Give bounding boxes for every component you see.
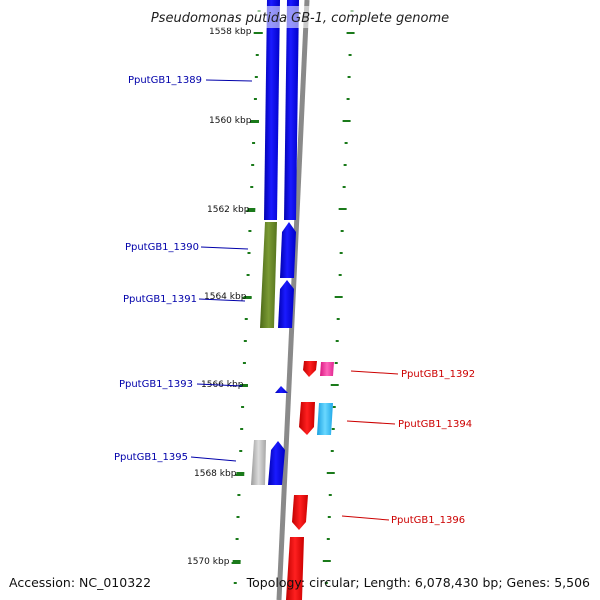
scale-tick-mark [241,406,245,408]
scale-major-tick [246,210,256,212]
scale-tick-mark [247,252,251,254]
gene-feature-1390-inner[interactable] [280,222,296,278]
outer-tick-mark [328,494,332,496]
outer-tick-mark [332,406,336,408]
gene-feature-1394-cyan[interactable] [317,403,333,435]
outer-tick-mark [330,384,339,386]
gene-feature-1396[interactable] [292,495,308,530]
scale-major-tick [235,474,245,476]
gene-label-1389[interactable]: PputGB1_1389 [128,75,202,86]
gene-feature-1395-gray[interactable] [251,440,266,485]
outer-tick-mark [336,318,340,320]
scale-tick-mark [251,164,255,166]
gene-label-1392[interactable]: PputGB1_1392 [401,369,475,380]
scale-major-tick [253,32,263,34]
genome-summary-text: Topology: circular; Length: 6,078,430 bp… [246,575,590,590]
scale-tick-label: 1560 kbp [209,116,252,126]
gene-feature-1392[interactable] [303,361,317,377]
gene-label-1394[interactable]: PputGB1_1394 [398,419,472,430]
gene-feature-1392-pink[interactable] [320,362,334,376]
gene-feature-1389-outer[interactable] [264,0,280,220]
scale-tick-mark [246,274,250,276]
outer-tick-mark [340,230,344,232]
scale-dashes [231,10,263,584]
outer-tick-mark [347,76,351,78]
gene-feature-1395[interactable] [268,441,285,485]
outer-tick-mark [338,274,342,276]
scale-tick-label: 1568 kbp [194,469,237,479]
gene-feature-1393[interactable] [275,386,288,393]
outer-tick-mark [348,54,352,56]
gene-feature-1389-inner[interactable] [284,0,299,220]
gene-label-1395[interactable]: PputGB1_1395 [114,452,188,463]
scale-tick-mark [240,428,244,430]
outer-tick-mark [334,362,338,364]
gene-label-1393[interactable]: PputGB1_1393 [119,379,193,390]
outer-tick-mark [330,450,334,452]
gene-label-1391[interactable]: PputGB1_1391 [123,294,197,305]
scale-tick-mark [255,54,259,56]
scale-tick-mark [248,230,252,232]
outer-tick-mark [342,120,351,122]
scale-tick-mark [243,340,247,342]
scale-major-tick [242,297,252,299]
outer-tick-mark [322,560,331,562]
scale-tick-mark [232,560,241,562]
outer-dashes [322,10,355,584]
outer-tick-mark [339,252,343,254]
scale-tick-mark [252,142,256,144]
accession-text: Accession: NC_010322 [9,575,152,590]
scale-major-tick [231,562,241,564]
scale-tick-mark [237,494,241,496]
outer-tick-mark [334,296,343,298]
map-title: Pseudomonas putida GB-1, complete genome [151,11,449,26]
outer-tick-mark [331,428,335,430]
outer-tick-mark [346,98,350,100]
gene-feature-1394[interactable] [299,402,315,435]
gene-label-1390[interactable]: PputGB1_1390 [125,242,199,253]
outer-tick-mark [327,516,331,518]
outer-tick-mark [346,32,355,34]
outer-tick-mark [338,208,347,210]
gene-feature-1390-outer[interactable] [260,222,277,328]
scale-tick-label: 1562 kbp [207,205,250,215]
scale-tick-mark [250,186,254,188]
scale-tick-mark [242,362,246,364]
gene-label-1396[interactable]: PputGB1_1396 [391,515,465,526]
gene-feature-1391[interactable] [278,280,294,328]
scale-tick-mark [239,450,243,452]
outer-tick-mark [342,186,346,188]
scale-tick-label: 1570 kbp [187,557,230,567]
outer-tick-mark [326,472,335,474]
scale-tick-mark [244,318,248,320]
scale-tick-mark [247,208,256,210]
scale-major-tick [238,385,248,387]
scale-tick-mark [253,98,257,100]
scale-tick-mark [233,582,237,584]
scale-tick-mark [254,76,258,78]
scale-tick-label: 1558 kbp [209,27,252,37]
outer-tick-mark [326,538,330,540]
outer-tick-mark [343,164,347,166]
outer-tick-mark [324,582,328,584]
scale-tick-label: 1564 kbp [204,292,247,302]
scale-tick-mark [236,472,245,474]
gene-feature-1397[interactable] [286,537,304,600]
scale-tick-mark [236,516,240,518]
scale-tick-mark [235,538,239,540]
scale-major-tick [249,121,259,123]
outer-tick-mark [335,340,339,342]
label-leader-lines [190,79,399,521]
outer-tick-mark [344,142,348,144]
